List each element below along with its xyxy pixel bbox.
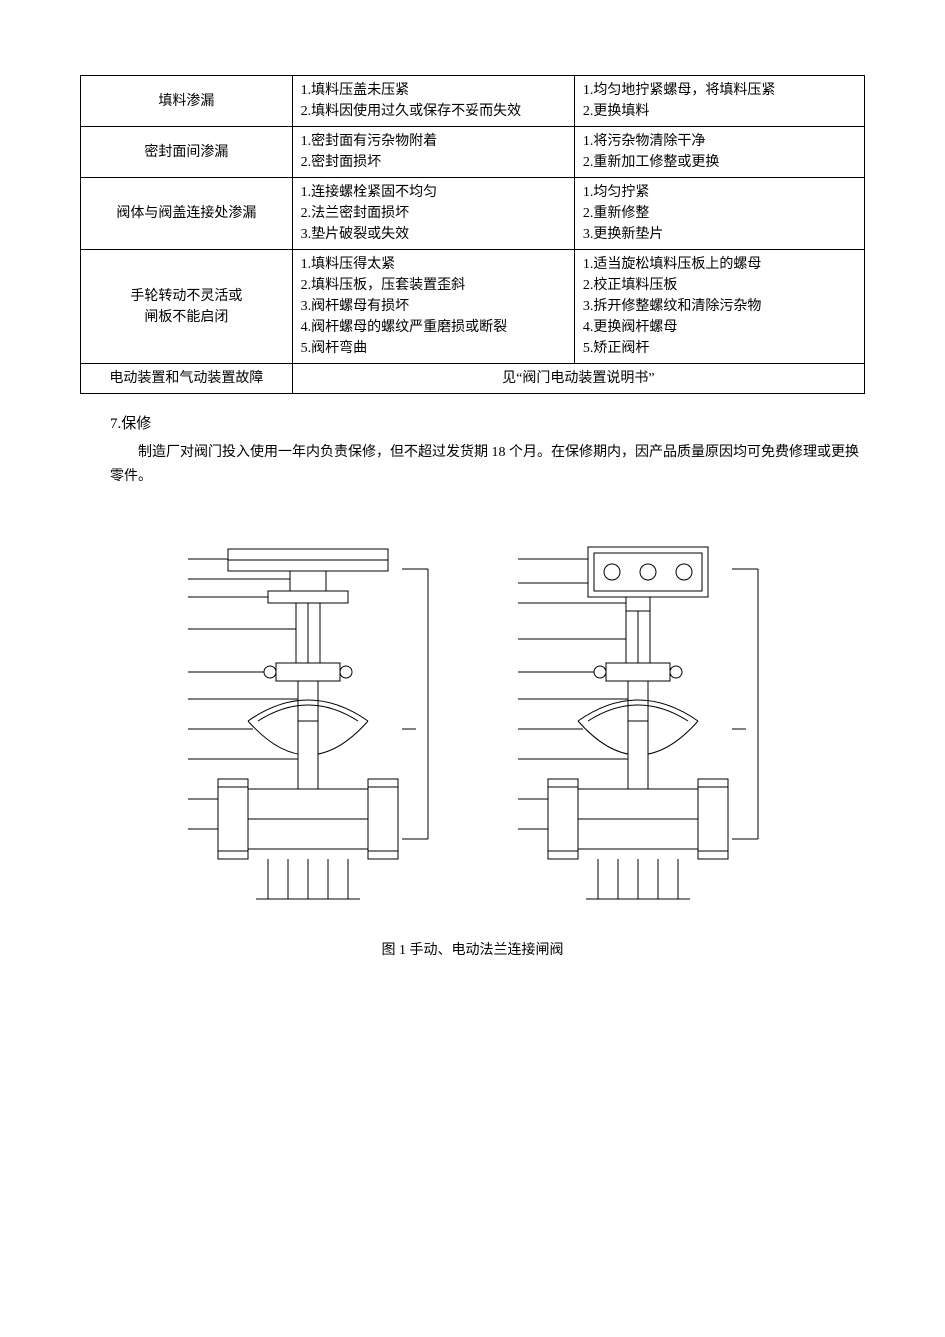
section-title: 7.保修 bbox=[110, 412, 865, 433]
remedy-cell: 1.均匀拧紧2.重新修整3.更换新垫片 bbox=[574, 178, 864, 250]
fault-cell: 阀体与阀盖连接处渗漏 bbox=[81, 178, 293, 250]
fault-cell: 填料渗漏 bbox=[81, 76, 293, 127]
table-row: 阀体与阀盖连接处渗漏1.连接螺栓紧固不均匀2.法兰密封面损坏3.垫片破裂或失效1… bbox=[81, 178, 865, 250]
warranty-paragraph: 制造厂对阀门投入使用一年内负责保修，但不超过发货期 18 个月。在保修期内，因产… bbox=[110, 441, 865, 489]
cause-cell: 1.密封面有污杂物附着2.密封面损坏 bbox=[292, 127, 574, 178]
remedy-cell: 1.适当旋松填料压板上的螺母2.校正填料压板3.拆开修整螺纹和清除污杂物4.更换… bbox=[574, 250, 864, 364]
fault-cell: 手轮转动不灵活或闸板不能启闭 bbox=[81, 250, 293, 364]
fault-table: 填料渗漏1.填料压盖未压紧2.填料因使用过久或保存不妥而失效1.均匀地拧紧螺母，… bbox=[80, 75, 865, 394]
table-row: 手轮转动不灵活或闸板不能启闭1.填料压得太紧2.填料压板，压套装置歪斜3.阀杆螺… bbox=[81, 250, 865, 364]
table-row: 填料渗漏1.填料压盖未压紧2.填料因使用过久或保存不妥而失效1.均匀地拧紧螺母，… bbox=[81, 76, 865, 127]
cause-cell: 1.填料压盖未压紧2.填料因使用过久或保存不妥而失效 bbox=[292, 76, 574, 127]
cause-cell: 1.连接螺栓紧固不均匀2.法兰密封面损坏3.垫片破裂或失效 bbox=[292, 178, 574, 250]
table-row: 密封面间渗漏1.密封面有污杂物附着2.密封面损坏1.将污杂物清除干净2.重新加工… bbox=[81, 127, 865, 178]
fault-cell: 电动装置和气动装置故障 bbox=[81, 364, 293, 394]
table-row: 电动装置和气动装置故障见“阀门电动装置说明书” bbox=[81, 364, 865, 394]
merged-cell: 见“阀门电动装置说明书” bbox=[292, 364, 864, 394]
cause-cell: 1.填料压得太紧2.填料压板，压套装置歪斜3.阀杆螺母有损坏4.阀杆螺母的螺纹严… bbox=[292, 250, 574, 364]
figure-manual-valve bbox=[158, 529, 458, 929]
remedy-cell: 1.均匀地拧紧螺母，将填料压紧2.更换填料 bbox=[574, 76, 864, 127]
fault-cell: 密封面间渗漏 bbox=[81, 127, 293, 178]
document-page: 填料渗漏1.填料压盖未压紧2.填料因使用过久或保存不妥而失效1.均匀地拧紧螺母，… bbox=[0, 0, 945, 1019]
figure-caption: 图 1 手动、电动法兰连接闸阀 bbox=[80, 939, 865, 959]
figure-electric-valve bbox=[488, 529, 788, 929]
figure-row bbox=[80, 529, 865, 929]
remedy-cell: 1.将污杂物清除干净2.重新加工修整或更换 bbox=[574, 127, 864, 178]
